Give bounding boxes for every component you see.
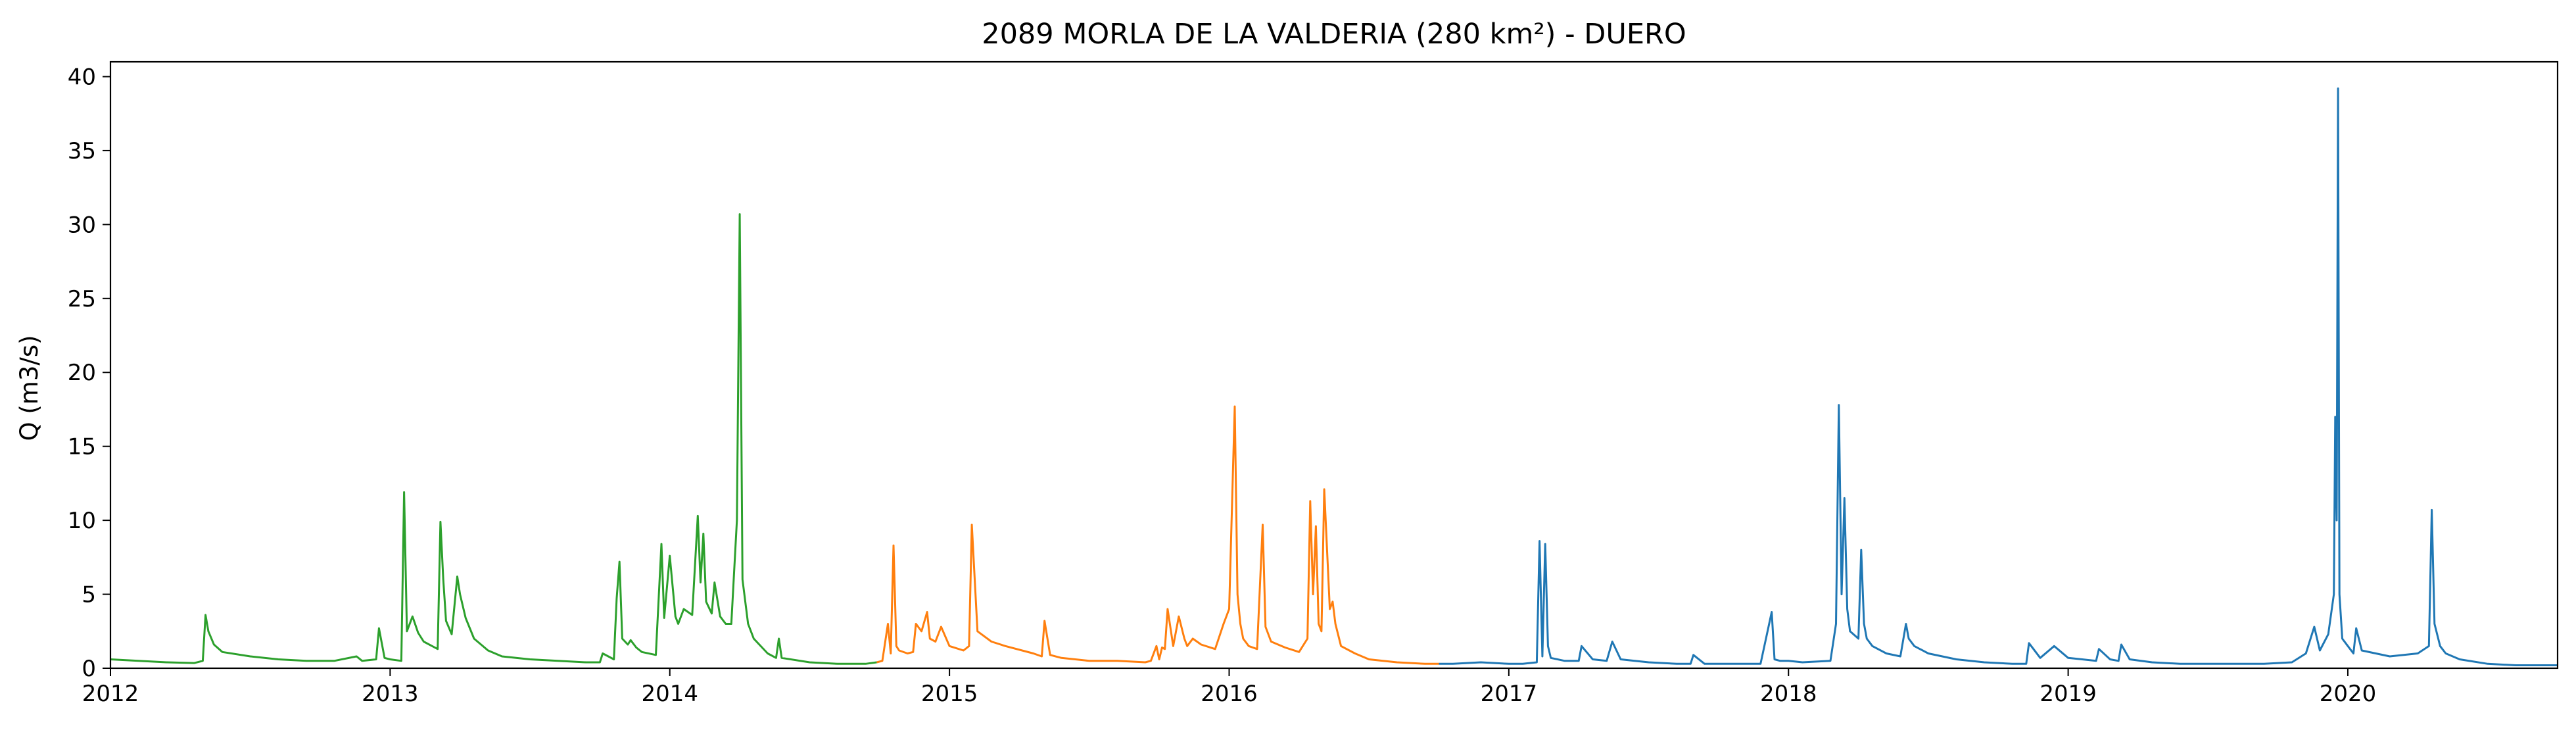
y-tick-label: 5 — [82, 582, 96, 608]
y-tick-label: 25 — [68, 286, 96, 312]
x-tick-label: 2019 — [2039, 681, 2097, 707]
series-line-1 — [876, 405, 1439, 665]
series-layer — [110, 87, 2558, 666]
y-tick-label: 0 — [82, 656, 96, 682]
chart-title: 2089 MORLA DE LA VALDERIA (280 km²) - DU… — [982, 18, 1686, 51]
series-line-2 — [1439, 87, 2558, 666]
y-tick-label: 30 — [68, 212, 96, 238]
x-tick-label: 2018 — [1760, 681, 1817, 707]
y-tick-label: 35 — [68, 138, 96, 164]
x-tick-label: 2017 — [1481, 681, 1538, 707]
y-axis-label: Q (m3/s) — [15, 335, 43, 441]
y-tick-label: 40 — [68, 64, 96, 90]
series-line-0 — [110, 213, 877, 665]
y-tick-label: 20 — [68, 360, 96, 386]
plot-frame — [109, 61, 2559, 670]
y-tick-label: 10 — [68, 508, 96, 534]
x-tick-label: 2014 — [641, 681, 698, 707]
x-tick-label: 2012 — [82, 681, 139, 707]
axis-layer: 2012 2013 2014 2015 2016 2017 2018 2019 20200510… — [68, 64, 2377, 707]
x-tick-label: 2020 — [2320, 681, 2377, 707]
y-tick-label: 15 — [68, 434, 96, 460]
x-tick-label: 2016 — [1201, 681, 1258, 707]
x-tick-label: 2015 — [921, 681, 978, 707]
x-tick-label: 2013 — [362, 681, 419, 707]
